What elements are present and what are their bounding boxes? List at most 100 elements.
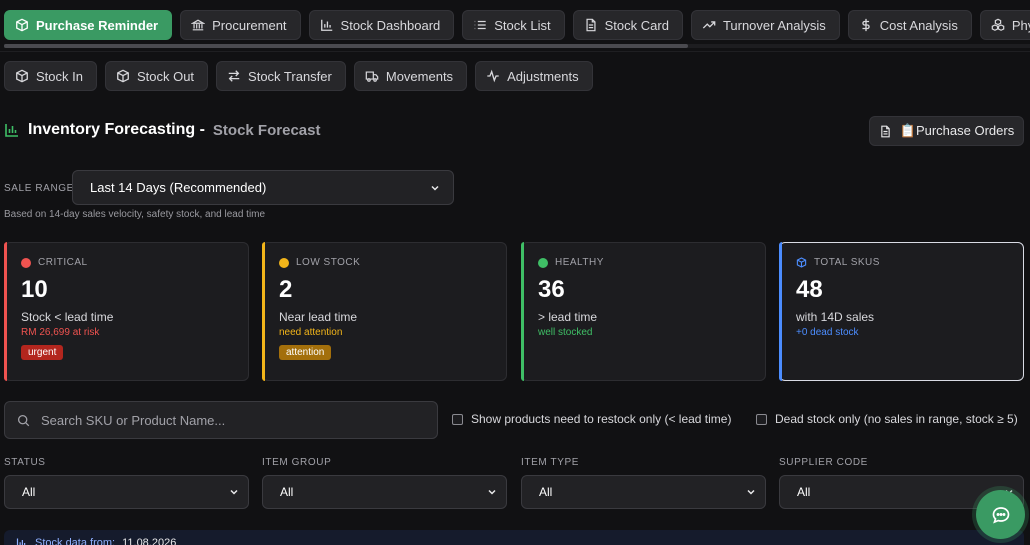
sale-range-label: SALE RANGE <box>4 183 74 194</box>
sale-range-note: Based on 14-day sales velocity, safety s… <box>4 209 266 220</box>
card-value: 2 <box>279 276 293 303</box>
card-stripe <box>521 242 524 381</box>
stock-data-date: 11.08.2026 <box>122 537 177 545</box>
search-icon <box>17 414 30 426</box>
status-dot <box>279 257 289 268</box>
subtab-label: Stock Transfer <box>248 68 332 84</box>
sale-range-select[interactable]: Last 14 Days (Recommended) <box>72 170 454 205</box>
subtab-stock-transfer[interactable]: Stock Transfer <box>216 61 346 91</box>
status-dot <box>538 257 548 268</box>
sub-tabs: Stock In Stock Out Stock Transfer Moveme… <box>4 61 593 91</box>
checkbox-label: Dead stock only (no sales in range, stoc… <box>775 412 1018 426</box>
tab-stock-list[interactable]: Stock List <box>462 10 565 40</box>
subtab-movements[interactable]: Movements <box>353 61 468 91</box>
stock-data-info: Stock data from: 11.08.2026 <box>4 530 1024 545</box>
subtab-label: Movements <box>385 68 454 84</box>
document-icon <box>586 18 596 32</box>
tab-physical[interactable]: Physi <box>979 10 1030 40</box>
truck-icon <box>365 71 379 82</box>
supplier-code-filter-select[interactable]: All <box>779 475 1024 509</box>
card-label: HEALTHY <box>555 257 604 268</box>
box-icon <box>16 18 28 32</box>
scrollbar-thumb[interactable] <box>4 44 688 48</box>
tab-label: Procurement <box>212 17 287 33</box>
tab-cost-analysis[interactable]: Cost Analysis <box>847 10 972 40</box>
activity-icon <box>487 69 499 83</box>
trend-icon <box>702 21 716 29</box>
bar-chart-icon <box>5 124 18 137</box>
subtab-label: Adjustments <box>507 68 579 84</box>
filter-value: All <box>22 485 36 499</box>
tab-label: Stock Dashboard <box>340 17 441 33</box>
box-icon <box>16 69 28 83</box>
tabs-scrollbar[interactable] <box>4 44 1030 48</box>
healthy-card: HEALTHY 36 > lead time well stocked <box>521 242 766 381</box>
boxes-icon <box>991 18 1005 31</box>
attention-badge: attention <box>279 345 332 360</box>
card-subtext: well stocked <box>538 327 593 338</box>
subtab-label: Stock Out <box>136 68 195 84</box>
subtab-label: Stock In <box>36 68 83 84</box>
bank-icon <box>191 19 206 31</box>
subtab-stock-in[interactable]: Stock In <box>4 61 97 91</box>
total-skus-card: TOTAL SKUS 48 with 14D sales +0 dead sto… <box>779 242 1024 381</box>
chevron-down-icon <box>230 489 238 495</box>
purchase-orders-button[interactable]: 📋Purchase Orders <box>869 116 1024 146</box>
card-subtext: need attention <box>279 327 343 338</box>
subtab-adjustments[interactable]: Adjustments <box>475 61 593 91</box>
page-title: Inventory Forecasting - <box>28 121 205 138</box>
box-icon <box>796 257 807 268</box>
tab-stock-dashboard[interactable]: Stock Dashboard <box>308 10 455 40</box>
card-description: Near lead time <box>279 310 358 324</box>
search-box[interactable] <box>4 401 438 439</box>
card-stripe <box>4 242 7 381</box>
card-stripe <box>262 242 265 381</box>
card-description: > lead time <box>538 310 598 324</box>
tab-label: Stock List <box>494 17 551 33</box>
card-stripe <box>779 242 782 381</box>
tab-purchase-reminder[interactable]: Purchase Reminder <box>4 10 173 40</box>
search-input[interactable] <box>41 412 401 428</box>
chevron-down-icon <box>747 489 755 495</box>
module-tabs: Purchase Reminder Procurement Stock Dash… <box>4 10 1030 40</box>
list-icon <box>475 20 486 30</box>
item-group-filter-select[interactable]: All <box>262 475 507 509</box>
card-label: LOW STOCK <box>296 257 361 268</box>
tab-label: Turnover Analysis <box>722 17 826 33</box>
item-group-filter-label: ITEM GROUP <box>262 457 332 468</box>
checkbox-label: Show products need to restock only (< le… <box>471 412 732 426</box>
bar-chart-icon <box>16 538 26 545</box>
filter-value: All <box>797 485 811 499</box>
transfer-icon <box>228 70 240 82</box>
urgent-badge: urgent <box>21 345 64 360</box>
tab-turnover-analysis[interactable]: Turnover Analysis <box>690 10 840 40</box>
chat-button[interactable] <box>976 490 1025 539</box>
restock-only-checkbox[interactable]: Show products need to restock only (< le… <box>452 412 731 426</box>
critical-card: CRITICAL 10 Stock < lead time RM 26,699 … <box>4 242 249 381</box>
checkbox-box[interactable] <box>756 413 767 425</box>
status-filter-select[interactable]: All <box>4 475 249 509</box>
chat-icon <box>992 506 1009 523</box>
status-dot <box>21 257 31 268</box>
card-label: TOTAL SKUS <box>814 257 880 268</box>
box-icon <box>117 69 129 83</box>
chevron-down-icon <box>431 185 439 191</box>
tab-stock-card[interactable]: Stock Card <box>572 10 683 40</box>
card-description: Stock < lead time <box>21 310 114 324</box>
low-stock-card: LOW STOCK 2 Near lead time need attentio… <box>262 242 507 381</box>
checkbox-box[interactable] <box>452 413 463 425</box>
item-type-filter-select[interactable]: All <box>521 475 766 509</box>
tab-procurement[interactable]: Procurement <box>180 10 301 40</box>
page-subtitle: Stock Forecast <box>212 121 321 139</box>
purchase-orders-label: 📋Purchase Orders <box>899 123 1015 138</box>
dollar-icon <box>862 18 870 32</box>
subtab-stock-out[interactable]: Stock Out <box>104 61 209 91</box>
card-subtext: +0 dead stock <box>796 327 859 338</box>
stock-data-label: Stock data from: <box>35 537 116 545</box>
bar-chart-icon <box>320 19 332 31</box>
card-value: 10 <box>21 276 48 303</box>
chevron-down-icon <box>488 489 496 495</box>
dead-stock-checkbox[interactable]: Dead stock only (no sales in range, stoc… <box>756 412 1018 426</box>
filter-value: All <box>539 485 553 499</box>
status-filter-label: STATUS <box>4 457 46 468</box>
